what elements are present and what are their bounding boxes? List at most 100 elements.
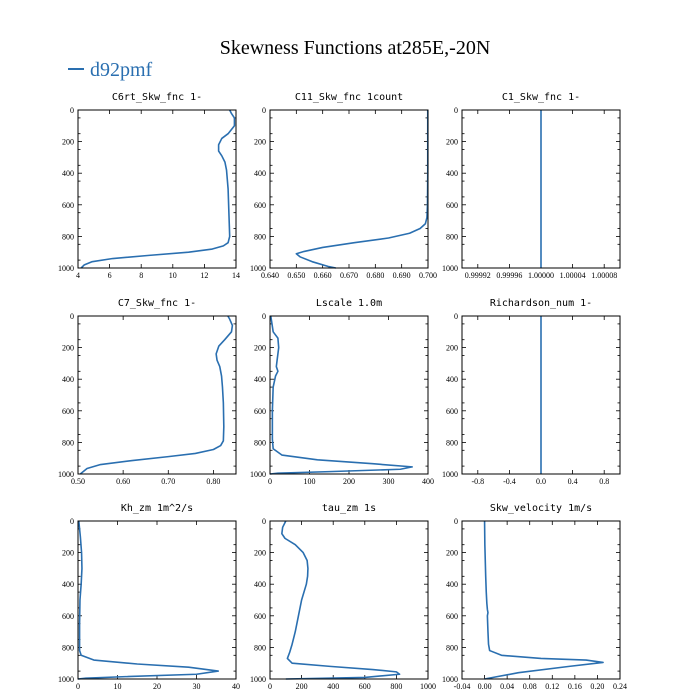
- x-tick-label: 0.700: [419, 271, 437, 280]
- x-tick-label: 10: [169, 271, 177, 280]
- x-tick-label: 0.60: [116, 477, 130, 486]
- plot-frame: [77, 315, 237, 475]
- y-tick-label: 1000: [58, 264, 74, 273]
- panel-9: Skw_velocity 1m/s -0.04 0.00 0.04 0.08 0.12 0.…: [442, 503, 627, 691]
- y-tick-label: 800: [254, 643, 266, 652]
- series-line: [77, 520, 220, 680]
- x-tick-label: 300: [383, 477, 395, 486]
- x-tick-label: -0.04: [454, 682, 471, 691]
- plot-frame: [77, 520, 237, 680]
- plot-frame: [269, 520, 429, 680]
- x-tick-label: 0.8: [599, 477, 609, 486]
- y-tick-label: 200: [254, 344, 266, 353]
- x-tick-label: 0.16: [568, 682, 582, 691]
- x-tick-label: 0.680: [366, 271, 384, 280]
- panel-2: C11_Skw_fnc 1count 0.640 0.650 0.660 0.670 0.…: [250, 92, 437, 280]
- panel-title: C11_Skw_fnc 1count: [295, 92, 403, 103]
- panels-grid: C6rt_Skw_fnc 1-4 6 8 10 12 140200400600800100…: [58, 92, 627, 691]
- y-tick-label: 600: [62, 201, 74, 210]
- y-tick-label: 200: [446, 138, 458, 147]
- x-tick-label: 0.650: [287, 271, 305, 280]
- panel-4: C7_Skw_fnc 1- 0.50 0.60 0.70 0.80 0 200 400 600 8…: [58, 298, 237, 486]
- y-tick-label: 1000: [58, 675, 74, 684]
- x-tick-label: 0.99992: [465, 271, 491, 280]
- panel-title: tau_zm 1s: [322, 503, 376, 514]
- y-tick-label: 800: [254, 438, 266, 447]
- x-tick-label: 1.00004: [560, 271, 586, 280]
- x-tick-label: 800: [390, 682, 402, 691]
- y-tick-label: 200: [254, 549, 266, 558]
- y-tick-label: 400: [446, 580, 458, 589]
- x-tick-label: 0.70: [161, 477, 175, 486]
- panel-title: C1_Skw_fnc 1-: [502, 92, 580, 103]
- y-tick-label: 200: [62, 549, 74, 558]
- x-tick-label: 0.08: [523, 682, 537, 691]
- x-tick-label: 0.80: [206, 477, 220, 486]
- y-tick-label: 400: [254, 169, 266, 178]
- y-tick-label: 800: [446, 232, 458, 241]
- y-tick-label: 400: [62, 375, 74, 384]
- plot-frame: [269, 109, 429, 269]
- plot-frame: [269, 315, 429, 475]
- x-tick-label: 6: [108, 271, 112, 280]
- y-tick-label: 600: [446, 201, 458, 210]
- panel-title: Skw_velocity 1m/s: [490, 503, 592, 514]
- y-tick-label: 200: [254, 138, 266, 147]
- x-tick-label: 30: [193, 682, 201, 691]
- y-tick-label: 400: [254, 580, 266, 589]
- x-tick-label: 0.24: [613, 682, 627, 691]
- panel-5: Lscale 1.0m 0 100 200 300 400 0 200 400 600 800 100…: [250, 298, 434, 486]
- panel-6: Richardson_num 1- -0.8 -0.4 0.0 0.4 0.8 0 200 40…: [442, 298, 621, 486]
- y-tick-label: 600: [254, 612, 266, 621]
- y-tick-label: 800: [254, 232, 266, 241]
- y-tick-label: 0: [70, 106, 74, 115]
- x-tick-label: 8: [139, 271, 143, 280]
- x-tick-label: 100: [304, 477, 316, 486]
- figure-title: Skewness Functions at285E,-20N: [220, 37, 491, 59]
- x-tick-label: 0.690: [393, 271, 411, 280]
- x-tick-label: 400: [327, 682, 339, 691]
- y-tick-label: 200: [446, 344, 458, 353]
- y-tick-label: 1000: [58, 470, 74, 479]
- y-tick-label: 0: [70, 517, 74, 526]
- y-tick-label: 0: [454, 517, 458, 526]
- y-tick-label: 800: [62, 232, 74, 241]
- y-tick-label: 200: [62, 344, 74, 353]
- x-tick-label: 0.640: [261, 271, 279, 280]
- x-tick-label: 0.12: [545, 682, 559, 691]
- y-tick-label: 200: [62, 138, 74, 147]
- y-tick-label: 400: [254, 375, 266, 384]
- y-tick-label: 0: [262, 312, 266, 321]
- y-tick-label: 0: [454, 106, 458, 115]
- series-line: [281, 520, 401, 680]
- plot-frame: [461, 520, 621, 680]
- y-tick-label: 800: [62, 438, 74, 447]
- y-tick-label: 1000: [442, 675, 458, 684]
- y-tick-label: 600: [254, 407, 266, 416]
- x-tick-label: 1000: [420, 682, 436, 691]
- y-tick-label: 1000: [250, 675, 266, 684]
- y-tick-label: 0: [454, 312, 458, 321]
- y-tick-label: 400: [446, 169, 458, 178]
- series-line: [295, 110, 429, 269]
- y-tick-label: 1000: [250, 470, 266, 479]
- y-tick-label: 600: [62, 612, 74, 621]
- x-tick-label: 0.50: [71, 477, 85, 486]
- y-tick-label: 600: [446, 612, 458, 621]
- y-tick-label: 200: [446, 549, 458, 558]
- panel-title: C7_Skw_fnc 1-: [118, 298, 196, 309]
- x-tick-label: 200: [343, 477, 355, 486]
- y-tick-label: 1000: [250, 264, 266, 273]
- y-tick-label: 0: [70, 312, 74, 321]
- x-tick-label: 10: [114, 682, 122, 691]
- series-line: [79, 315, 234, 475]
- x-tick-label: 0.00: [478, 682, 492, 691]
- y-tick-label: 0: [262, 517, 266, 526]
- y-tick-label: 400: [62, 580, 74, 589]
- x-tick-label: 0: [268, 477, 272, 486]
- x-tick-label: 200: [296, 682, 308, 691]
- x-tick-label: -0.8: [471, 477, 484, 486]
- x-tick-label: 400: [422, 477, 434, 486]
